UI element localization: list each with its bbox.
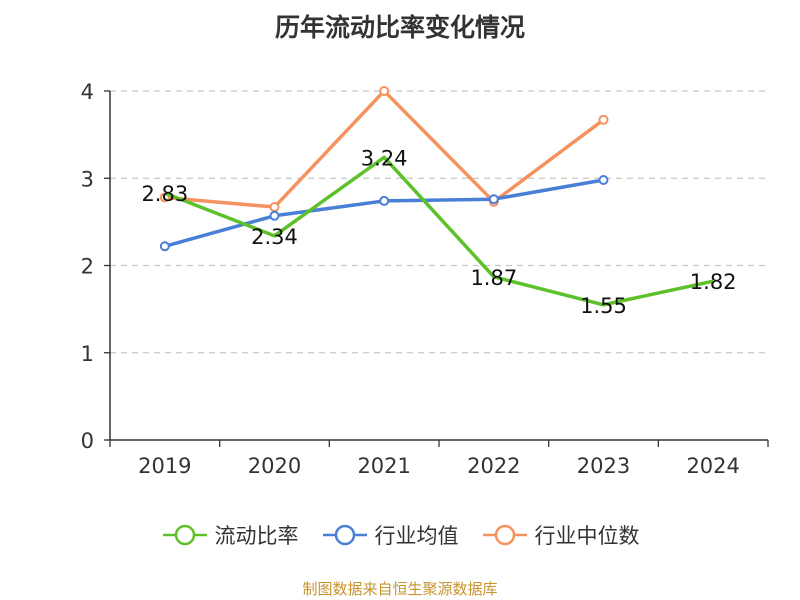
legend-swatch bbox=[162, 524, 207, 546]
series-line bbox=[164, 155, 714, 307]
legend-item[interactable]: 行业均值 bbox=[321, 520, 459, 550]
x-tick-label: 2022 bbox=[467, 454, 520, 478]
x-tick-label: 2023 bbox=[577, 454, 630, 478]
data-point bbox=[269, 210, 280, 221]
data-label: 1.55 bbox=[580, 294, 627, 318]
data-label: 1.82 bbox=[690, 270, 737, 294]
y-tick-label: 2 bbox=[81, 255, 94, 279]
legend-swatch bbox=[482, 524, 527, 546]
chart-title: 历年流动比率变化情况 bbox=[274, 13, 525, 42]
legend-label: 行业均值 bbox=[374, 524, 459, 548]
x-tick-label: 2020 bbox=[248, 454, 301, 478]
legend-label: 流动比率 bbox=[214, 524, 299, 548]
series bbox=[159, 86, 714, 307]
source-note: 制图数据来自恒生聚源数据库 bbox=[302, 580, 498, 598]
y-tick-label: 1 bbox=[81, 342, 94, 366]
data-label: 3.24 bbox=[361, 146, 408, 170]
series-line bbox=[164, 178, 604, 248]
data-point bbox=[269, 202, 280, 213]
legend-swatch bbox=[322, 524, 367, 546]
data-point bbox=[379, 86, 390, 96]
data-label: 1.87 bbox=[470, 266, 517, 290]
legend-item[interactable]: 行业中位数 bbox=[481, 520, 640, 550]
data-point bbox=[379, 195, 390, 206]
grid bbox=[110, 90, 768, 354]
y-tick-label: 3 bbox=[81, 167, 94, 191]
data-point bbox=[159, 241, 170, 252]
x-tick-label: 2021 bbox=[357, 454, 410, 478]
data-label: 2.83 bbox=[141, 182, 188, 206]
x-tick-label: 2024 bbox=[686, 454, 739, 478]
x-tick-label: 2019 bbox=[138, 454, 191, 478]
data-point bbox=[598, 174, 609, 185]
axes: 0 1 2 3 4 2019 2020 2021 2022 2023 2024 bbox=[81, 80, 769, 478]
legend-item[interactable]: 流动比率 bbox=[161, 520, 299, 550]
legend-label: 行业中位数 bbox=[534, 524, 640, 548]
y-tick-label: 0 bbox=[81, 429, 94, 453]
data-label: 2.34 bbox=[251, 225, 298, 249]
data-labels: 2.83 2.34 3.24 1.87 1.55 1.82 bbox=[141, 146, 736, 317]
data-point bbox=[598, 114, 609, 125]
data-point bbox=[488, 194, 499, 205]
y-tick-label: 4 bbox=[81, 80, 94, 104]
legend: 流动比率 行业均值 行业中位数 bbox=[0, 520, 800, 550]
